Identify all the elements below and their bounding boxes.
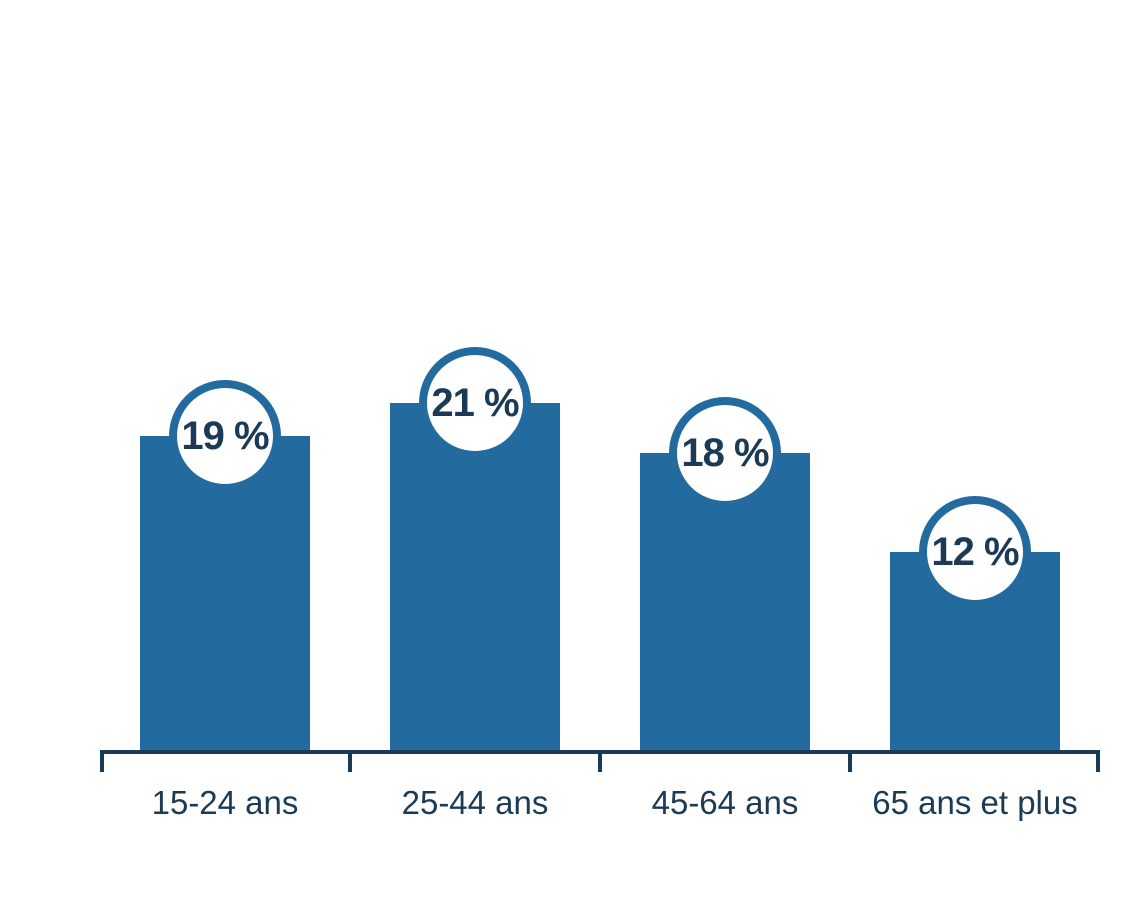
category-label: 25-44 ans	[355, 784, 595, 822]
axis-tick-separator	[348, 750, 352, 772]
category-label: 65 ans et plus	[855, 784, 1095, 822]
age-percentage-bar-chart: 19 % 15-24 ans 21 % 25-44 ans 18 % 45-64 ans 1…	[0, 0, 1148, 901]
bar-value-circle: 19 %	[169, 380, 281, 492]
category-label: 45-64 ans	[605, 784, 845, 822]
axis-tick-right	[1096, 750, 1100, 772]
axis-tick-separator	[598, 750, 602, 772]
bar-value-label: 19 %	[181, 414, 268, 459]
bar-value-circle: 12 %	[919, 496, 1031, 608]
axis-tick-separator	[848, 750, 852, 772]
axis-tick-left	[100, 750, 104, 772]
category-label: 15-24 ans	[105, 784, 345, 822]
bar-value-label: 12 %	[931, 530, 1018, 575]
bar-value-circle: 21 %	[419, 347, 531, 459]
bar-value-circle: 18 %	[669, 397, 781, 509]
bar-value-label: 18 %	[681, 431, 768, 476]
bar-value-label: 21 %	[431, 381, 518, 426]
